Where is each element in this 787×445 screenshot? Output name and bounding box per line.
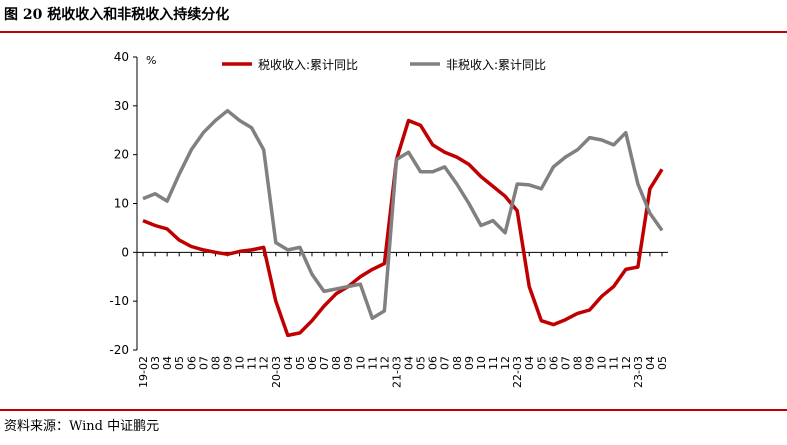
- y-tick-label: -20: [109, 343, 129, 357]
- y-unit: %: [146, 54, 156, 67]
- title-rule: [0, 31, 787, 33]
- x-tick-label: 09: [221, 356, 234, 370]
- source-rule: [0, 409, 787, 411]
- y-tick-label: 40: [114, 50, 129, 64]
- y-tick-label: 20: [114, 148, 129, 162]
- x-tick-label: 21-03: [390, 356, 403, 388]
- source: 资料来源：Wind 中证鹏元: [4, 419, 159, 434]
- series-line: [142, 118, 664, 338]
- x-tick-label: 07: [197, 356, 210, 370]
- x-tick-label: 09: [463, 356, 476, 370]
- x-tick-label: 10: [354, 356, 367, 370]
- x-tick-label: 09: [584, 356, 597, 370]
- y-tick-label: 30: [114, 99, 129, 113]
- x-tick-label: 12: [258, 356, 271, 370]
- x-tick-label: 04: [644, 356, 657, 370]
- chart-title: 图 20 税收收入和非税收入持续分化: [4, 6, 229, 23]
- x-tick-label: 05: [415, 356, 428, 370]
- x-tick-label: 05: [294, 356, 307, 370]
- x-tick-label: 06: [306, 356, 319, 370]
- x-tick-label: 12: [499, 356, 512, 370]
- x-tick-label: 05: [656, 356, 669, 370]
- x-tick-label: 08: [451, 356, 464, 370]
- x-tick-label: 11: [246, 356, 259, 370]
- x-tick-label: 07: [318, 356, 331, 370]
- legend-label: 税收收入:累计同比: [258, 58, 358, 72]
- series-line: [142, 108, 664, 321]
- x-tick-label: 11: [366, 356, 379, 370]
- x-tick-label: 22-03: [511, 356, 524, 388]
- y-tick-label: 10: [114, 197, 129, 211]
- x-tick-label: 06: [547, 356, 560, 370]
- x-tick-label: 05: [535, 356, 548, 370]
- x-tick-label: 06: [427, 356, 440, 370]
- x-tick-label: 12: [378, 356, 391, 370]
- x-tick-label: 10: [234, 356, 247, 370]
- x-tick-label: 09: [342, 356, 355, 370]
- x-tick-label: 03: [149, 356, 162, 370]
- x-tick-label: 11: [487, 356, 500, 370]
- x-tick-label: 10: [475, 356, 488, 370]
- x-tick-label: 04: [403, 356, 416, 370]
- y-tick-label: 0: [121, 245, 129, 259]
- x-tick-label: 05: [173, 356, 186, 370]
- x-tick-label: 23-03: [632, 356, 645, 388]
- y-tick-label: -10: [109, 294, 129, 308]
- x-tick-label: 04: [161, 356, 174, 370]
- x-tick-label: 06: [185, 356, 198, 370]
- x-tick-label: 10: [596, 356, 609, 370]
- x-tick-label: 08: [572, 356, 585, 370]
- x-tick-label: 08: [209, 356, 222, 370]
- x-tick-label: 20-03: [270, 356, 283, 388]
- x-tick-label: 08: [330, 356, 343, 370]
- x-tick-label: 11: [608, 356, 621, 370]
- x-tick-label: 04: [282, 356, 295, 370]
- x-tick-label: 19-02: [137, 356, 150, 388]
- x-tick-label: 04: [523, 356, 536, 370]
- x-tick-label: 07: [559, 356, 572, 370]
- x-tick-label: 12: [620, 356, 633, 370]
- legend-label: 非税收入:累计同比: [446, 58, 546, 72]
- x-tick-label: 07: [439, 356, 452, 370]
